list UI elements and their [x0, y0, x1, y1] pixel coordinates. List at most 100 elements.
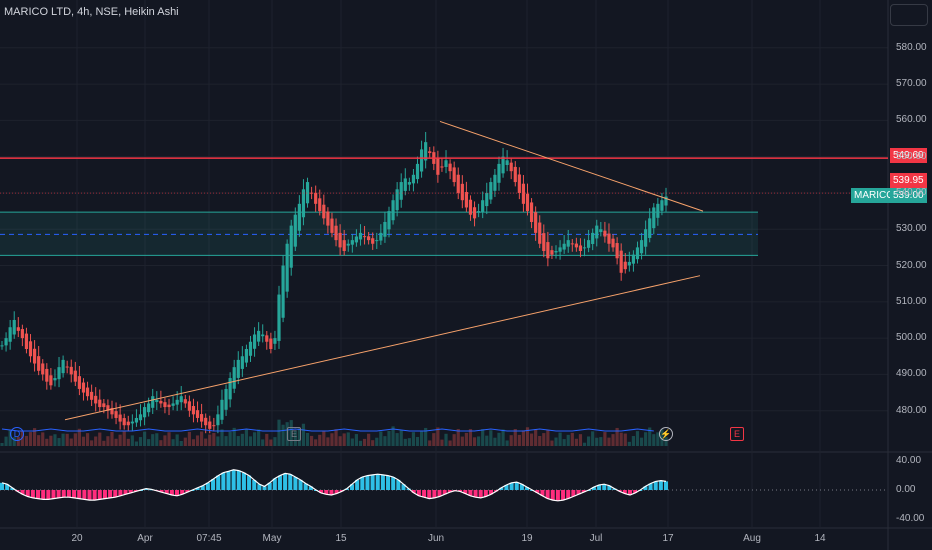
candle-body [554, 251, 558, 253]
candle-body [0, 345, 4, 347]
candlesticks [0, 131, 668, 434]
candle-body [200, 414, 204, 422]
volume-bar [37, 435, 41, 446]
x-tick-label: May [262, 533, 282, 544]
oscillator-bar [61, 490, 66, 498]
candle-body [367, 236, 371, 241]
volume-bar [212, 432, 216, 446]
candle-body [350, 240, 354, 245]
volume-bar [639, 437, 644, 446]
oscillator-bar [41, 490, 46, 500]
volume-bar [257, 429, 261, 446]
candle-body [155, 399, 159, 403]
candle-body [171, 403, 175, 406]
volume-bar [631, 436, 636, 446]
candle-body [122, 418, 126, 426]
candle-body [362, 236, 367, 238]
oscillator-bar [164, 490, 169, 494]
oscillator-bar [499, 487, 504, 490]
volume-bar [232, 427, 236, 446]
oscillator-bar [72, 490, 77, 498]
oscillator-bar [87, 490, 92, 501]
volume-bar [558, 432, 562, 446]
volume-bar [151, 434, 155, 446]
candle-body [77, 376, 81, 389]
toolbar-button[interactable] [890, 4, 928, 26]
oscillator-bar [427, 490, 432, 499]
candle-body [525, 193, 530, 212]
oscillator-bar [308, 486, 313, 490]
volume-bar [578, 434, 583, 446]
volume-bar [45, 438, 49, 446]
volume-bar [28, 432, 33, 446]
volume-bar [444, 433, 448, 446]
candle-body [456, 174, 460, 193]
volume-bar [138, 437, 143, 446]
volume-bar [102, 440, 106, 446]
candle-body [257, 330, 261, 342]
earnings-future-marker[interactable]: E [730, 427, 744, 441]
volume-bar [383, 436, 387, 446]
volume-bar [171, 439, 175, 446]
volume-bar [163, 435, 167, 446]
oscillator-tick-label: 40.00 [896, 455, 922, 467]
oscillator-bar [602, 484, 607, 490]
oscillator-bar [422, 490, 427, 498]
candle-body [607, 233, 611, 244]
candle-body [497, 163, 501, 183]
volume-bar [574, 438, 578, 446]
y-tick-label: 580.00 [896, 41, 927, 53]
candle-body [538, 222, 542, 244]
volume-bar [85, 433, 90, 446]
volume-bar [305, 432, 310, 446]
volume-bar [362, 438, 367, 446]
oscillator-bar [488, 490, 493, 495]
volume-bar [326, 437, 330, 446]
candle-body [314, 192, 318, 204]
earnings-marker[interactable]: E [287, 427, 301, 441]
oscillator-bar [293, 477, 298, 490]
volume-bar [301, 423, 306, 446]
volume-bar [261, 439, 265, 446]
volume-bar [350, 438, 354, 446]
oscillator-bar [525, 487, 530, 490]
y-tick-label: 560.00 [896, 114, 927, 126]
candle-body [566, 240, 570, 247]
candle-body [477, 211, 481, 213]
volume-bar [94, 436, 98, 446]
candle-body [228, 378, 232, 400]
oscillator-bar [396, 479, 401, 490]
candle-body [12, 319, 16, 335]
volume-bar [208, 434, 212, 446]
oscillator-bar [262, 486, 267, 490]
oscillator-bar [123, 490, 128, 495]
oscillator-bar [509, 482, 514, 490]
volume-bar [73, 433, 77, 446]
dividend-marker[interactable]: D [10, 427, 24, 441]
oscillator-bar [360, 477, 365, 490]
candle-body [65, 366, 69, 368]
volume-bar [318, 434, 322, 446]
candle-body [110, 407, 114, 415]
candle-body [411, 174, 416, 184]
volume-bar [460, 436, 464, 446]
candle-body [305, 182, 310, 204]
candle-body [24, 333, 29, 350]
oscillator-bar [236, 470, 241, 490]
candle-body [623, 261, 627, 270]
candle-body [252, 334, 257, 349]
oscillator-bar [375, 474, 380, 490]
oscillator-bar [241, 472, 246, 490]
x-tick-label: Aug [743, 533, 761, 544]
candle-body [436, 158, 440, 175]
oscillator-bar [277, 475, 282, 490]
volume-bar [4, 436, 8, 446]
candle-body [599, 229, 603, 233]
lightning-icon[interactable]: ⚡ [659, 427, 673, 441]
volume-bar [248, 436, 253, 446]
volume-bar [69, 438, 73, 446]
candle-body [94, 395, 98, 404]
volume-bar [32, 428, 37, 446]
